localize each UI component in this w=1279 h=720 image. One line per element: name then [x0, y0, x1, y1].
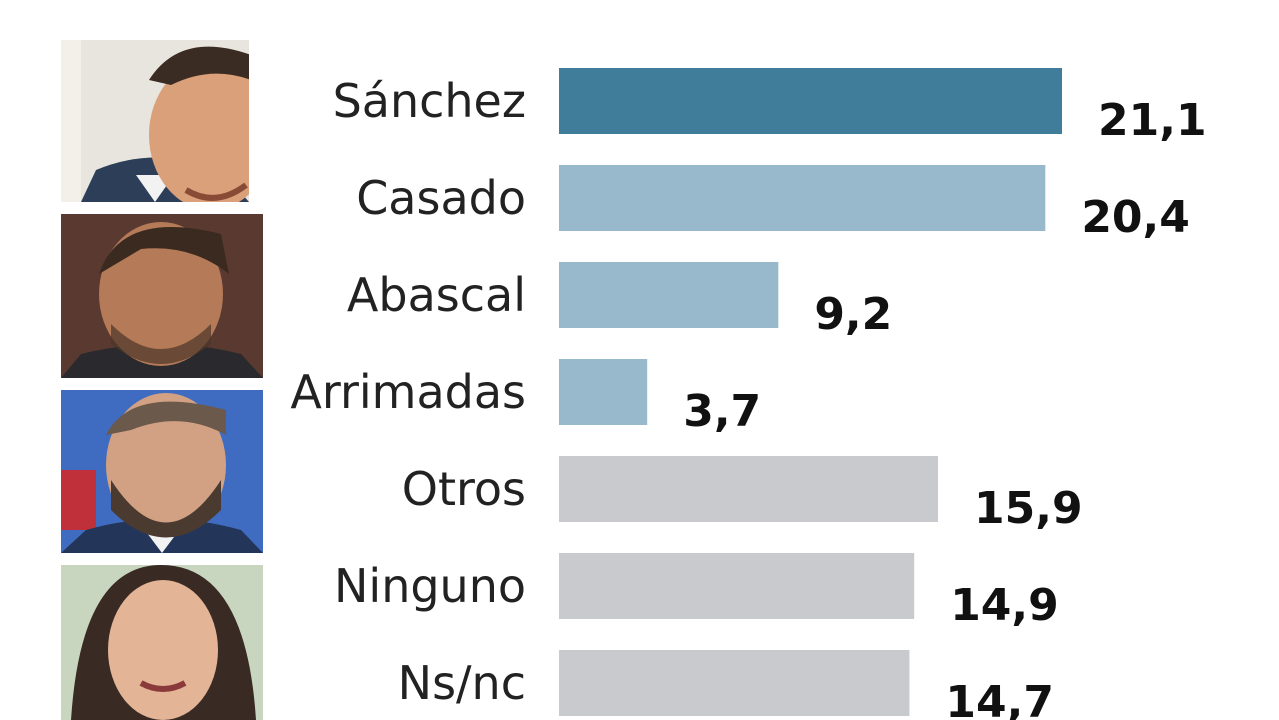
person-photo-icon: [61, 214, 263, 378]
candidate-photo-arrimadas: [61, 565, 263, 720]
category-label-otros: Otros: [402, 462, 526, 516]
bar-sanchez: [559, 68, 1062, 134]
value-label-ns-nc: 14,7: [945, 677, 1054, 720]
category-label-sanchez: Sánchez: [333, 74, 526, 128]
person-photo-icon: [61, 565, 263, 720]
value-label-ninguno: 14,9: [950, 580, 1059, 631]
value-label-abascal: 9,2: [814, 289, 892, 340]
value-label-otros: 15,9: [974, 483, 1083, 534]
candidate-photo-abascal: [61, 390, 263, 553]
candidate-photo-sanchez: [61, 40, 249, 202]
person-photo-icon: [61, 390, 263, 553]
bar-otros: [559, 456, 939, 522]
bar-casado: [559, 165, 1046, 231]
bar-ns-nc: [559, 650, 910, 716]
value-label-arrimadas: 3,7: [683, 386, 761, 437]
category-label-ninguno: Ninguno: [334, 559, 526, 613]
person-photo-icon: [61, 40, 249, 202]
value-label-casado: 20,4: [1081, 192, 1190, 243]
category-label-abascal: Abascal: [347, 268, 526, 322]
bar-arrimadas: [559, 359, 648, 425]
category-label-ns-nc: Ns/nc: [398, 656, 526, 710]
value-label-sanchez: 21,1: [1098, 95, 1207, 146]
category-label-casado: Casado: [356, 171, 526, 225]
bar-abascal: [559, 262, 779, 328]
bar-ninguno: [559, 553, 915, 619]
candidate-photo-casado: [61, 214, 263, 378]
category-label-arrimadas: Arrimadas: [290, 365, 526, 419]
